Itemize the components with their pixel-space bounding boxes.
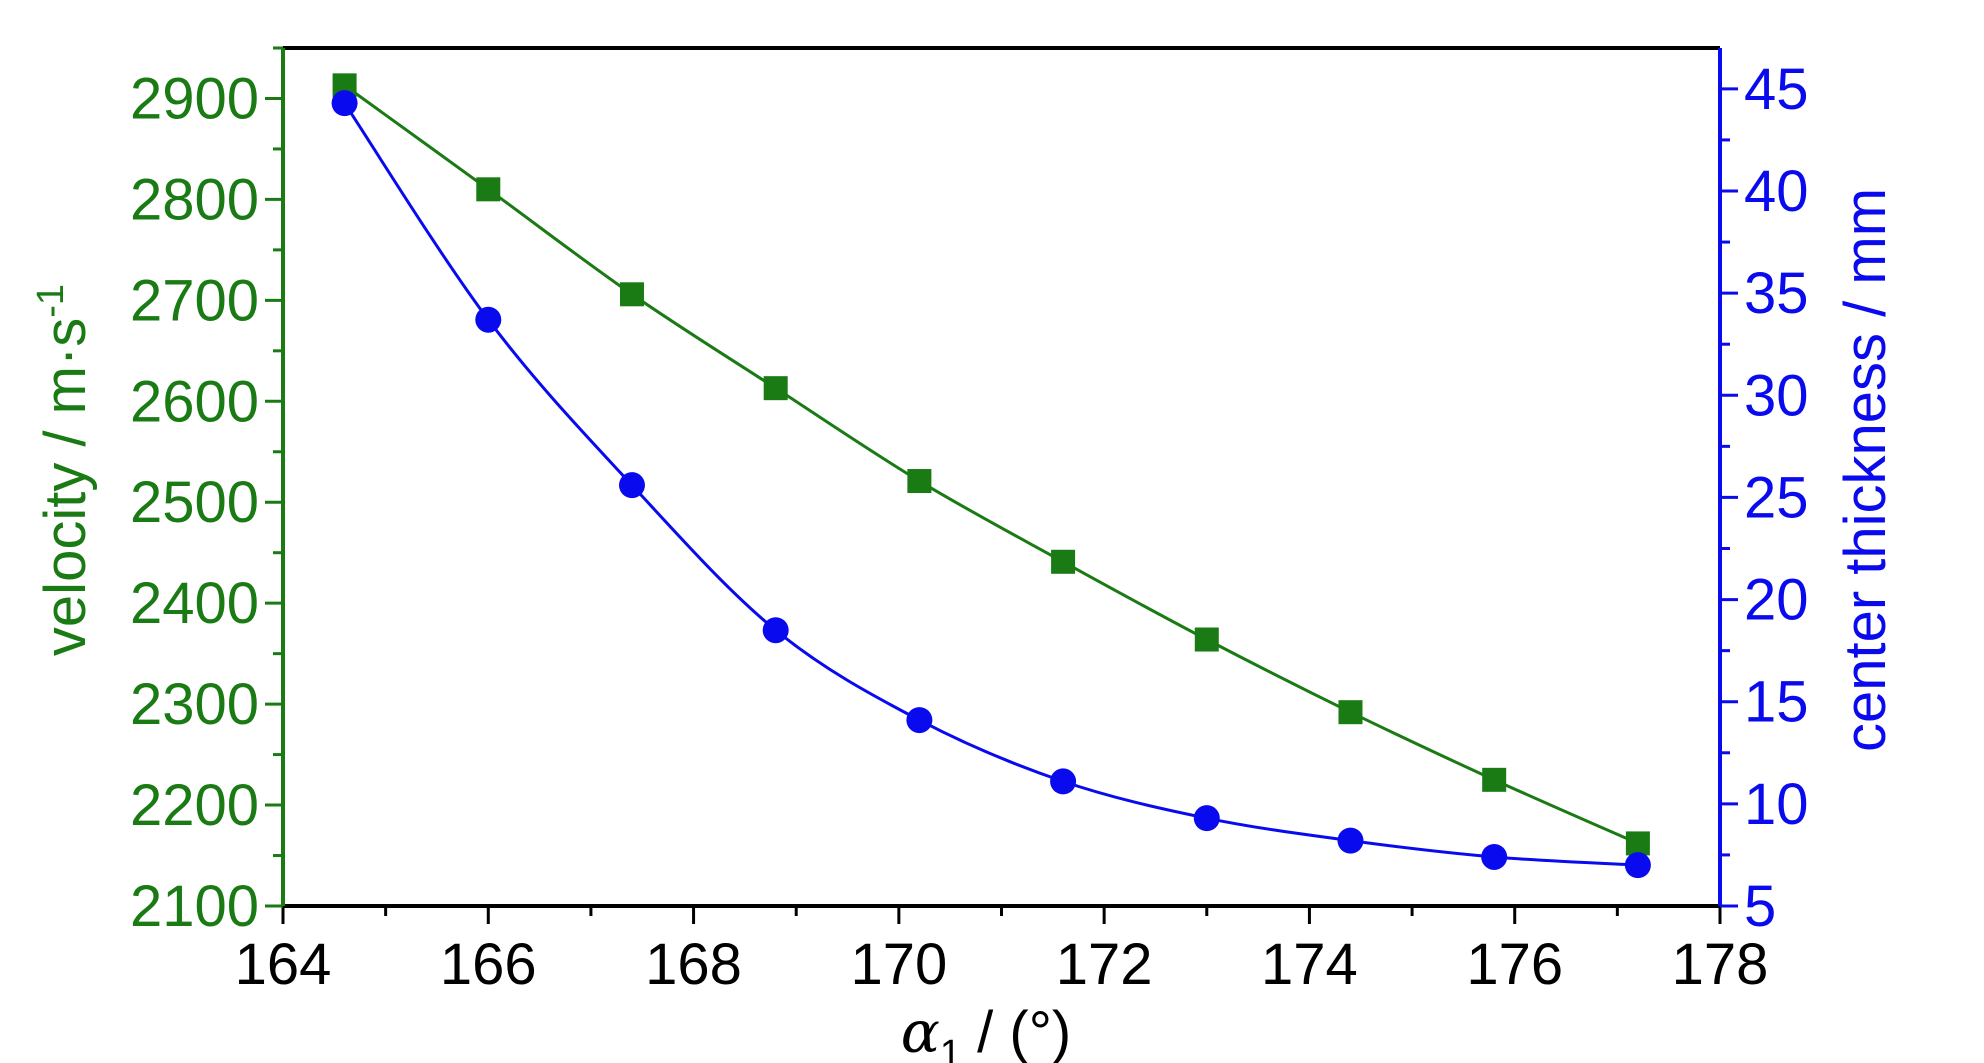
thickness-point (331, 90, 358, 117)
y-right-tick-label: 20 (1744, 568, 1809, 633)
y-left-tick-label: 2700 (130, 268, 259, 333)
thickness-point (762, 617, 789, 644)
y-left-tick-label: 2500 (130, 470, 259, 535)
series-layer (331, 73, 1651, 879)
y-right-tick-label: 15 (1744, 670, 1809, 735)
velocity-point (1194, 627, 1219, 652)
thickness-point (475, 306, 502, 333)
y-left-title-text: velocity / m·s (33, 318, 98, 656)
x-tick-label: 178 (1672, 932, 1769, 997)
y-axis-right: 5 10 15 20 25 30 35 40 45 (1720, 57, 1809, 939)
y-left-tick-label: 2900 (130, 66, 259, 131)
velocity-point (907, 469, 932, 494)
series-line-right (343, 102, 1638, 867)
x-tick-label: 176 (1466, 932, 1563, 997)
x-title-subscript: 1 (940, 1033, 961, 1063)
y-left-tick-label: 2400 (130, 571, 259, 636)
y-left-tick-label: 2300 (130, 672, 259, 737)
y-axis-left-title: velocity / m·s-1 (30, 284, 98, 656)
velocity-point (619, 282, 644, 307)
y-axis-right-title: center thickness / mm (1833, 188, 1898, 752)
thickness-point (1193, 805, 1220, 832)
thickness-point (1481, 843, 1508, 870)
x-axis: 164 166 168 170 172 174 176 178 (235, 906, 1769, 997)
velocity-point (476, 177, 501, 202)
x-tick-label: 168 (645, 932, 742, 997)
y-right-tick-label: 10 (1744, 772, 1809, 837)
thickness-point (1337, 827, 1364, 854)
y-right-tick-label: 40 (1744, 159, 1809, 224)
x-tick-label: 172 (1056, 932, 1153, 997)
x-tick-label: 164 (235, 932, 332, 997)
y-left-tick-label: 2600 (130, 369, 259, 434)
thickness-point (906, 707, 933, 734)
y-left-tick-label: 2200 (130, 773, 259, 838)
y-right-tick-label: 25 (1744, 465, 1809, 530)
y-left-tick-label: 2100 (130, 874, 259, 939)
series-line-left (343, 84, 1639, 845)
velocity-point (1625, 831, 1650, 856)
velocity-point (1338, 700, 1363, 725)
x-tick-label: 170 (850, 932, 947, 997)
velocity-point (763, 376, 788, 401)
y-right-tick-label: 45 (1744, 57, 1809, 122)
thickness-point (618, 472, 645, 499)
thickness-point (1050, 768, 1077, 795)
x-axis-title: α1 / (°) (901, 998, 1071, 1063)
x-tick-label: 166 (440, 932, 537, 997)
y-left-title-superscript: -1 (30, 284, 72, 318)
x-tick-label: 174 (1261, 932, 1358, 997)
x-title-unit: / (°) (961, 1000, 1071, 1063)
x-title-symbol: α (901, 998, 940, 1063)
y-right-tick-label: 5 (1744, 874, 1776, 939)
y-right-tick-label: 30 (1744, 363, 1809, 428)
y-left-tick-label: 2800 (130, 167, 259, 232)
y-axis-left: 2100 2200 2300 2400 2500 2600 2700 2800 2900 (130, 46, 283, 939)
velocity-point (1482, 767, 1507, 792)
y-right-tick-label: 35 (1744, 261, 1809, 326)
velocity-point (1051, 549, 1076, 574)
thickness-point (1624, 852, 1651, 879)
